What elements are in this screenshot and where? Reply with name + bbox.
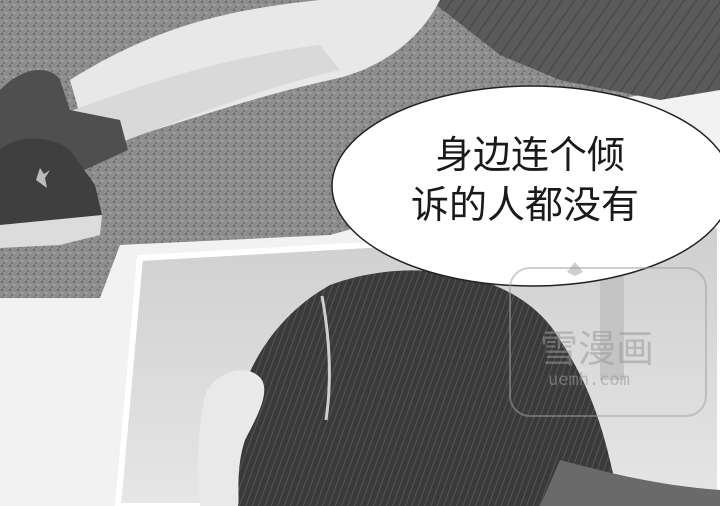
- denim-shorts: [430, 0, 720, 100]
- ornament-icon: [567, 262, 583, 276]
- bubble-line-1: 身边连个倾: [435, 133, 625, 177]
- hair-part: [320, 295, 331, 421]
- watermark: 雪漫画 uemh.com: [509, 262, 707, 417]
- watermark-title: 雪漫画: [540, 327, 654, 371]
- watermark-url: uemh.com: [548, 370, 630, 390]
- logo-icon: [36, 168, 50, 188]
- bubble-line-2: 诉的人都没有: [411, 183, 639, 227]
- shoe-front: [0, 138, 102, 240]
- hand: [197, 370, 265, 506]
- speech-bubble: 身边连个倾 诉的人都没有: [331, 85, 720, 287]
- shirt: [540, 460, 720, 506]
